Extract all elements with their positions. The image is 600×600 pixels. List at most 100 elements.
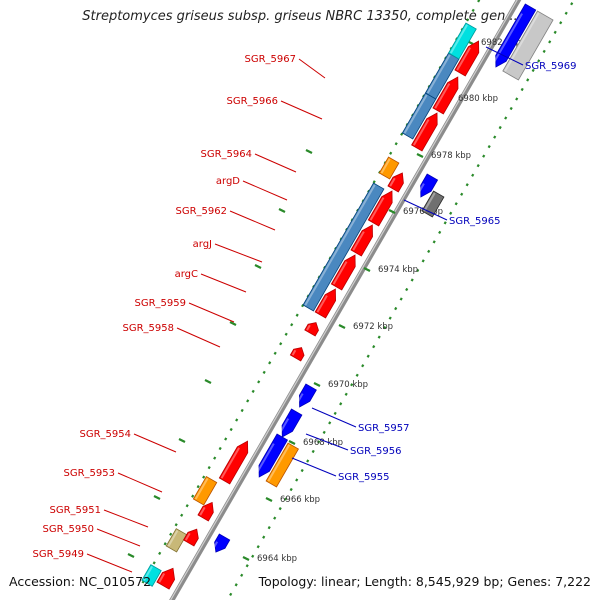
scale-dot <box>537 59 541 63</box>
scale-dot <box>520 87 524 92</box>
scale-dot <box>306 459 310 463</box>
gene-highlight <box>295 393 304 405</box>
scale-dot <box>432 240 436 244</box>
scale-dot <box>279 342 283 346</box>
left-gene-label[interactable]: SGR_5953 <box>64 468 116 479</box>
major-tick <box>338 324 346 329</box>
gene-highlight <box>352 231 365 251</box>
gene-shape <box>495 3 537 68</box>
gene-sgr-5956-arrow[interactable] <box>278 408 303 438</box>
leader-line <box>214 243 263 263</box>
right-gene-label[interactable]: SGR_5965 <box>449 216 501 227</box>
major-tick <box>265 497 273 502</box>
kbp-label: 6968 kbp <box>303 438 343 448</box>
scale-dot <box>185 504 189 508</box>
scale-dot <box>460 192 464 196</box>
left-gene-label[interactable]: SGR_5949 <box>33 549 85 560</box>
gene-sgr-5962-arrow[interactable] <box>367 190 393 227</box>
gene-highlight <box>426 54 451 94</box>
scale-dot <box>180 513 184 517</box>
gene-shape <box>448 22 477 60</box>
gene-small-red-1[interactable] <box>289 347 305 362</box>
gene-sgr-5966-arrow[interactable] <box>432 76 459 115</box>
gene-sgr-5954-arrow[interactable] <box>218 440 249 485</box>
gene-highlight <box>212 541 219 550</box>
gene-argd-orange[interactable] <box>378 156 400 180</box>
gene-sgr-5967-arrow[interactable] <box>454 40 480 77</box>
gene-shape <box>258 433 289 478</box>
gene-argd-arrow[interactable] <box>387 172 404 193</box>
left-gene-label[interactable]: SGR_5958 <box>123 323 175 334</box>
major-tick <box>363 267 371 272</box>
gene-sgr-5957-arrow[interactable] <box>295 383 317 408</box>
scale-dot <box>394 306 398 311</box>
gene-highlight <box>220 447 240 479</box>
leader-line <box>298 58 326 79</box>
scale-dot <box>493 135 497 139</box>
scale-dot <box>262 535 266 539</box>
major-tick <box>178 438 186 443</box>
gene-cyan-top[interactable] <box>448 22 477 60</box>
scale-dot <box>191 494 195 498</box>
left-gene-label[interactable]: SGR_5959 <box>135 298 187 309</box>
gene-highlight <box>278 418 290 435</box>
gene-sgr-5969-gray[interactable] <box>502 10 554 81</box>
gene-shape <box>281 408 303 438</box>
left-gene-label[interactable]: argC <box>175 269 198 280</box>
gene-sgr-5951-arrow[interactable] <box>197 501 214 522</box>
gene-sgr-5955-blue[interactable] <box>255 433 289 478</box>
left-gene-label[interactable]: SGR_5951 <box>50 505 102 516</box>
scale-dot <box>202 475 206 479</box>
left-gene-label[interactable]: SGR_5967 <box>245 54 297 65</box>
left-gene-label[interactable]: SGR_5962 <box>176 206 228 217</box>
scale-dot <box>229 427 233 432</box>
gene-sgr-5950-arrow[interactable] <box>183 528 199 547</box>
left-gene-label[interactable]: argJ <box>193 239 212 250</box>
left-gene-label[interactable]: SGR_5966 <box>227 96 279 107</box>
scale-dot <box>295 478 299 482</box>
gene-blue-small-right[interactable] <box>212 533 231 553</box>
right-gene-label[interactable]: SGR_5956 <box>350 446 402 457</box>
scale-dot <box>454 202 458 206</box>
scale-dot <box>267 526 271 530</box>
scale-dot <box>273 351 277 355</box>
scale-dot <box>152 561 156 565</box>
kbp-label: 6978 kbp <box>431 151 471 161</box>
scale-dot <box>344 392 348 396</box>
gene-argj-arrow[interactable] <box>350 224 373 257</box>
gene-sgr-5949-arrow[interactable] <box>156 567 175 590</box>
leader-line <box>291 457 337 477</box>
scale-dot <box>443 221 447 225</box>
gene-sgr-5965-blue[interactable] <box>417 173 439 198</box>
gene-sgr-5959-arrow[interactable] <box>314 288 336 319</box>
left-gene-label[interactable]: argD <box>216 176 240 187</box>
gene-highlight <box>194 477 209 500</box>
gene-highlight <box>456 47 471 71</box>
gene-sgr-5955-orange[interactable] <box>265 442 299 488</box>
gene-shape <box>141 564 162 587</box>
gene-shape <box>387 172 404 193</box>
gene-steel-long[interactable] <box>302 182 385 312</box>
right-gene-label[interactable]: SGR_5955 <box>338 472 390 483</box>
gene-cyan-box-bottom[interactable] <box>141 564 162 587</box>
gene-sgr-5964-arrow[interactable] <box>411 112 438 152</box>
right-gene-label[interactable]: SGR_5969 <box>525 61 577 72</box>
gene-sgr-5969-blue[interactable] <box>492 3 537 68</box>
scale-dot <box>218 446 222 451</box>
gene-small-red-2[interactable] <box>304 322 319 337</box>
gene-orange-left[interactable] <box>192 475 218 506</box>
scale-dot <box>421 259 425 263</box>
left-gene-label[interactable]: SGR_5964 <box>201 149 253 160</box>
left-gene-label[interactable]: SGR_5954 <box>80 429 132 440</box>
gene-highlight <box>417 183 425 195</box>
right-gene-label[interactable]: SGR_5957 <box>358 423 410 434</box>
gene-highlight <box>158 573 166 583</box>
right-scale-dots <box>229 2 574 596</box>
scale-dot <box>163 542 167 546</box>
leader-line <box>133 433 177 453</box>
gene-highlight <box>423 192 436 212</box>
scale-dot <box>235 418 239 422</box>
leader-line <box>403 199 448 221</box>
gene-argc-arrow[interactable] <box>330 254 356 291</box>
left-gene-label[interactable]: SGR_5950 <box>43 524 95 535</box>
